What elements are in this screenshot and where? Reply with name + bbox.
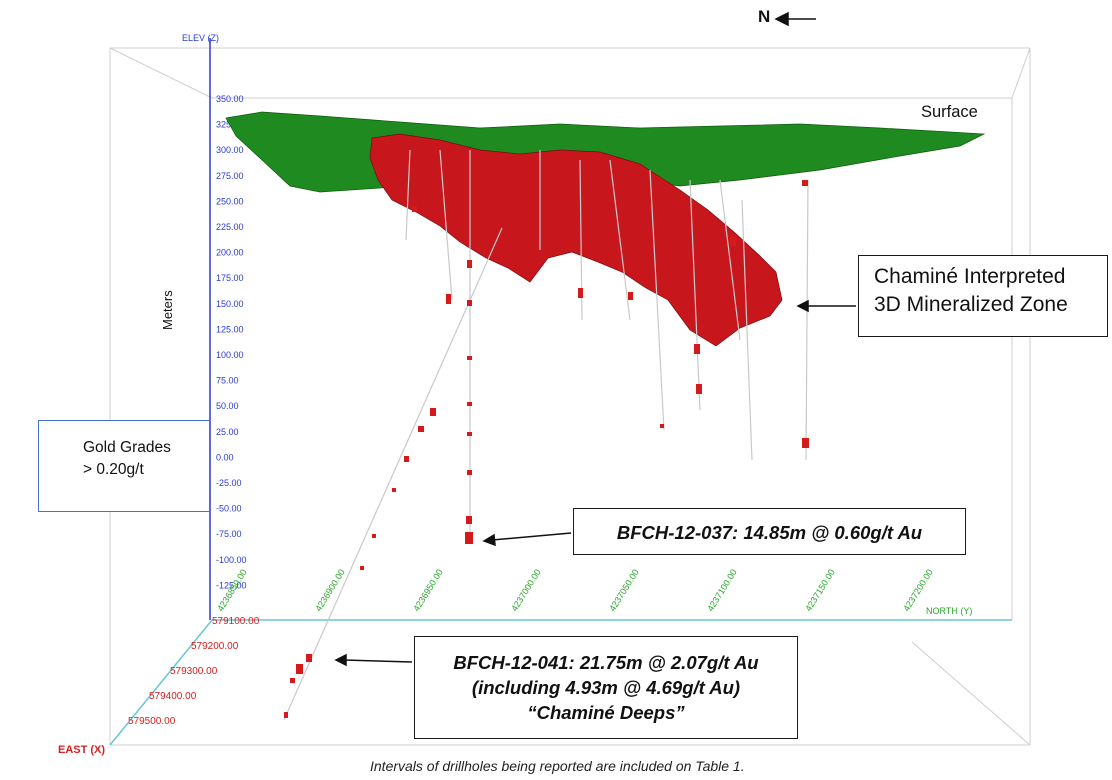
hole-041-line1: BFCH-12-041: 21.75m @ 2.07g/t Au	[453, 652, 759, 673]
elev-axis-title: ELEV (Z)	[182, 33, 220, 43]
east-axis-line	[109, 619, 213, 746]
leader-arrows	[334, 11, 856, 667]
gold-grade-intervals	[284, 180, 809, 718]
elev-tick-label: 75.00	[216, 376, 239, 386]
surface-label: Surface	[921, 103, 978, 121]
elev-tick-label: 0.00	[216, 452, 234, 462]
bounding-box	[109, 47, 1031, 746]
east-tick-label: 579500.00	[128, 716, 176, 727]
elev-tick-label: 250.00	[216, 196, 244, 206]
east-tick-labels: 579100.00 579200.00 579300.00 579400.00 5795…	[128, 616, 260, 727]
meters-label: Meters	[160, 290, 175, 330]
north-tick-label: 4237150.00	[803, 567, 837, 613]
elev-tick-label: 175.00	[216, 273, 244, 283]
elev-tick-label: 300.00	[216, 145, 244, 155]
hole-037-callout: BFCH-12-037: 14.85m @ 0.60g/t Au	[573, 508, 966, 555]
east-tick-label: 579100.00	[212, 616, 260, 627]
elev-tick-label: 100.00	[216, 350, 244, 360]
elev-tick-label: -25.00	[216, 478, 242, 488]
hole-041-line2: (including 4.93m @ 4.69g/t Au)	[471, 677, 741, 698]
elev-tick-label: -125.00	[216, 580, 247, 590]
north-arrow-label: N	[758, 7, 771, 26]
elev-tick-label: -50.00	[216, 504, 242, 514]
north-tick-label: 4237050.00	[607, 567, 641, 613]
north-tick-labels: 4236850.00 4236900.00 4236950.00 4237000.00…	[215, 567, 935, 613]
elev-tick-label: 275.00	[216, 171, 244, 181]
north-tick-label: 4237100.00	[705, 567, 739, 613]
elev-tick-label: 200.00	[216, 248, 244, 258]
north-tick-label: 4236950.00	[411, 567, 445, 613]
legend-box: Gold Grades > 0.20g/t	[38, 420, 210, 512]
elev-tick-label: -100.00	[216, 555, 247, 565]
elev-tick-label: 25.00	[216, 427, 239, 437]
legend-text: Gold Grades > 0.20g/t	[83, 437, 171, 481]
drillholes	[283, 149, 809, 721]
east-tick-label: 579200.00	[191, 641, 239, 652]
legend-line1: Gold Grades	[83, 439, 171, 456]
mineralized-zone-callout: Chaminé Interpreted 3D Mineralized Zone	[858, 255, 1108, 337]
elev-tick-label: 50.00	[216, 401, 239, 411]
zone-callout-line2: 3D Mineralized Zone	[874, 293, 1068, 316]
elev-tick-label: -75.00	[216, 529, 242, 539]
elev-tick-label: 350.00	[216, 94, 244, 104]
east-tick-label: 579300.00	[170, 666, 218, 677]
figure-caption: Intervals of drillholes being reported a…	[370, 758, 745, 774]
north-axis-title: NORTH (Y)	[926, 606, 973, 616]
east-tick-label: 579400.00	[149, 691, 197, 702]
legend-line2: > 0.20g/t	[83, 461, 144, 478]
north-tick-label: 4237000.00	[509, 567, 543, 613]
elev-tick-label: 150.00	[216, 299, 244, 309]
hole-041-callout: BFCH-12-041: 21.75m @ 2.07g/t Au (includ…	[414, 636, 798, 739]
east-axis-title: EAST (X)	[58, 744, 106, 756]
hole-037-text: BFCH-12-037: 14.85m @ 0.60g/t Au	[616, 522, 923, 543]
elev-tick-label: 225.00	[216, 222, 244, 232]
hole-041-line3: “Chaminé Deeps”	[527, 702, 685, 723]
elev-tick-labels: 350.00325.00300.00275.00250.00225.00200.…	[216, 94, 247, 590]
mineralized-zone	[369, 133, 783, 347]
elev-tick-label: 125.00	[216, 324, 244, 334]
zone-callout-line1: Chaminé Interpreted	[874, 265, 1066, 288]
